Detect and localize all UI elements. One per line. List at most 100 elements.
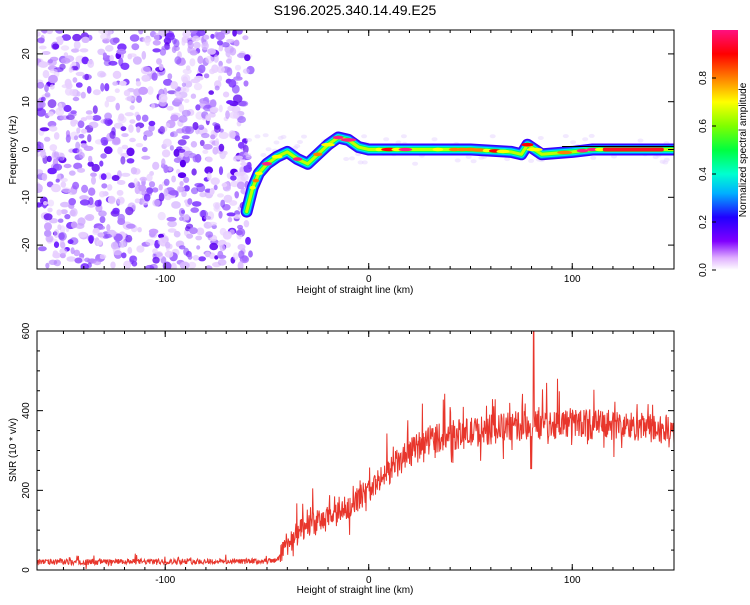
- noise-blob: [189, 30, 198, 34]
- noise-blob: [195, 30, 206, 37]
- noise-blob: [103, 118, 108, 125]
- noise-blob: [77, 120, 85, 129]
- noise-blob: [168, 190, 179, 196]
- noise-blob: [192, 155, 199, 163]
- y-tick-label: 0: [21, 567, 32, 573]
- noise-blob: [190, 141, 198, 148]
- noise-blob: [199, 192, 207, 198]
- noise-blob: [75, 141, 80, 150]
- noise-blob: [119, 80, 127, 86]
- noise-blob: [168, 166, 173, 172]
- noise-blob: [205, 55, 214, 64]
- noise-blob: [88, 121, 99, 129]
- noise-blob: [74, 257, 83, 264]
- noise-blob: [129, 119, 136, 124]
- noise-blob: [181, 190, 187, 198]
- ridge-hotspot: [340, 138, 356, 142]
- noise-blob: [121, 172, 131, 177]
- noise-blob: [61, 34, 72, 41]
- noise-blob: [235, 230, 243, 236]
- noise-blob: [65, 82, 73, 90]
- noise-blob: [100, 33, 109, 40]
- noise-blob: [120, 62, 130, 70]
- noise-blob: [156, 58, 162, 65]
- noise-blob: [121, 144, 129, 150]
- noise-blob: [240, 161, 248, 167]
- noise-blob: [79, 195, 89, 201]
- noise-blob: [237, 244, 246, 251]
- noise-blob: [164, 250, 174, 258]
- noise-blob: [81, 184, 89, 193]
- noise-blob: [53, 132, 60, 140]
- noise-blob: [154, 32, 160, 42]
- noise-blob: [233, 171, 242, 177]
- noise-blob: [79, 199, 90, 206]
- noise-blob: [227, 105, 235, 112]
- noise-blob: [43, 201, 48, 206]
- noise-blob: [112, 81, 118, 86]
- noise-blob: [205, 156, 213, 163]
- noise-blob: [135, 143, 144, 148]
- noise-blob: [152, 199, 161, 207]
- noise-blob: [70, 221, 78, 229]
- noise-blob: [163, 178, 170, 186]
- noise-blob: [87, 234, 95, 243]
- noise-blob: [215, 31, 226, 41]
- noise-blob: [187, 254, 193, 260]
- noise-blob: [196, 227, 205, 236]
- noise-blob: [213, 184, 218, 191]
- noise-blob: [528, 158, 535, 163]
- noise-blob: [143, 66, 151, 72]
- noise-blob: [75, 71, 85, 77]
- noise-blob: [167, 228, 177, 233]
- noise-blob: [96, 239, 103, 246]
- noise-blob: [39, 101, 46, 108]
- noise-blob: [42, 30, 48, 34]
- noise-blob: [226, 100, 234, 105]
- noise-blob: [226, 58, 232, 64]
- noise-blob: [117, 146, 123, 155]
- noise-blob: [37, 169, 44, 175]
- noise-blob: [129, 105, 135, 111]
- noise-blob: [190, 93, 197, 99]
- noise-blob: [218, 143, 225, 152]
- noise-blob: [395, 140, 402, 145]
- noise-blob: [236, 30, 243, 35]
- noise-blob: [221, 42, 230, 48]
- noise-blob: [265, 147, 272, 152]
- noise-blob: [121, 252, 127, 259]
- noise-blob: [217, 75, 223, 82]
- noise-blob: [166, 216, 177, 222]
- noise-blob: [43, 213, 53, 221]
- noise-blob: [232, 30, 237, 37]
- noise-blob: [81, 36, 90, 43]
- ridge-hotspot: [470, 148, 487, 152]
- ridge-hotspot: [448, 147, 460, 152]
- colorbar-tick-label: 0.8: [698, 71, 709, 85]
- noise-blob: [99, 216, 106, 224]
- noise-blob: [113, 233, 123, 242]
- noise-blob: [135, 80, 142, 87]
- y-tick-label: 400: [21, 402, 32, 419]
- noise-blob: [60, 241, 66, 249]
- noise-blob: [47, 59, 54, 64]
- noise-blob: [111, 175, 120, 181]
- noise-blob: [124, 112, 134, 117]
- noise-blob: [147, 86, 154, 95]
- noise-blob: [173, 97, 184, 103]
- noise-blob: [158, 93, 168, 103]
- noise-blob: [85, 214, 95, 221]
- noise-blob: [110, 241, 119, 250]
- noise-blob: [220, 199, 226, 208]
- noise-blob: [138, 86, 149, 95]
- noise-blob: [126, 158, 135, 164]
- noise-blob: [37, 31, 41, 37]
- noise-blob: [105, 95, 116, 103]
- noise-blob: [109, 130, 116, 139]
- noise-blob: [148, 181, 156, 188]
- noise-blob: [55, 107, 65, 117]
- noise-blob: [109, 54, 114, 62]
- noise-blob: [57, 218, 64, 223]
- noise-blob: [93, 260, 102, 266]
